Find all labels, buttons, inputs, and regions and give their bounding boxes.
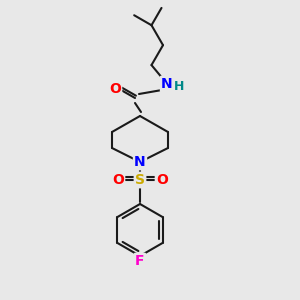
Text: N: N <box>134 155 146 169</box>
Text: F: F <box>135 254 145 268</box>
Text: N: N <box>161 77 173 91</box>
Text: O: O <box>109 82 121 96</box>
Text: O: O <box>156 173 168 187</box>
Text: H: H <box>174 80 184 94</box>
Text: S: S <box>135 173 145 187</box>
Text: O: O <box>112 173 124 187</box>
